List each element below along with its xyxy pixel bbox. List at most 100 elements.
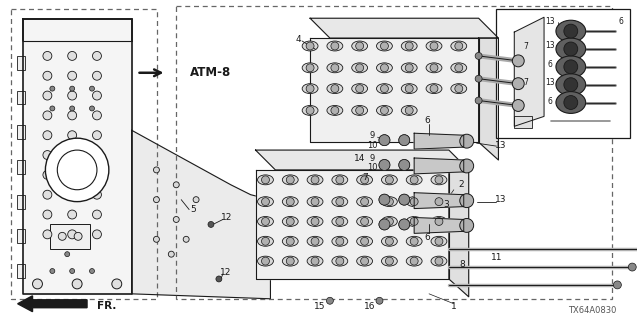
Ellipse shape xyxy=(556,56,586,78)
Ellipse shape xyxy=(401,41,417,51)
Circle shape xyxy=(475,52,482,60)
Ellipse shape xyxy=(332,217,348,227)
Circle shape xyxy=(399,219,410,230)
Ellipse shape xyxy=(406,197,422,207)
Circle shape xyxy=(306,107,314,114)
Circle shape xyxy=(380,42,388,50)
Circle shape xyxy=(154,236,159,242)
Circle shape xyxy=(564,60,578,74)
Circle shape xyxy=(65,252,70,257)
Circle shape xyxy=(410,237,418,245)
Circle shape xyxy=(68,190,77,199)
Ellipse shape xyxy=(431,217,447,227)
Ellipse shape xyxy=(307,175,323,185)
Circle shape xyxy=(336,198,344,206)
Ellipse shape xyxy=(431,175,447,185)
Ellipse shape xyxy=(556,74,586,96)
Circle shape xyxy=(356,42,364,50)
Circle shape xyxy=(460,159,474,173)
Circle shape xyxy=(455,64,463,72)
Text: 13: 13 xyxy=(545,41,555,50)
Circle shape xyxy=(564,96,578,109)
Circle shape xyxy=(356,85,364,92)
Polygon shape xyxy=(414,133,464,149)
Ellipse shape xyxy=(451,63,467,73)
Circle shape xyxy=(399,159,410,171)
Ellipse shape xyxy=(282,175,298,185)
Ellipse shape xyxy=(332,236,348,246)
Ellipse shape xyxy=(406,217,422,227)
Circle shape xyxy=(68,210,77,219)
Circle shape xyxy=(336,176,344,184)
Circle shape xyxy=(435,176,443,184)
Circle shape xyxy=(361,198,369,206)
Bar xyxy=(17,195,24,209)
Ellipse shape xyxy=(451,84,467,93)
Text: 3: 3 xyxy=(443,200,449,209)
Text: 5: 5 xyxy=(190,205,196,214)
Ellipse shape xyxy=(376,84,392,93)
Ellipse shape xyxy=(307,217,323,227)
Circle shape xyxy=(460,194,474,208)
Circle shape xyxy=(286,218,294,225)
Circle shape xyxy=(43,111,52,120)
Text: 12: 12 xyxy=(221,213,232,222)
Ellipse shape xyxy=(302,41,318,51)
Circle shape xyxy=(410,176,418,184)
Circle shape xyxy=(93,71,101,80)
Bar xyxy=(17,91,24,105)
Circle shape xyxy=(336,257,344,265)
Ellipse shape xyxy=(257,217,273,227)
Ellipse shape xyxy=(327,41,343,51)
Ellipse shape xyxy=(401,63,417,73)
Circle shape xyxy=(331,85,339,92)
Ellipse shape xyxy=(257,197,273,207)
Circle shape xyxy=(361,257,369,265)
Circle shape xyxy=(262,237,269,245)
Text: 12: 12 xyxy=(220,268,232,276)
Circle shape xyxy=(385,198,394,206)
Circle shape xyxy=(70,86,75,91)
Polygon shape xyxy=(310,18,499,38)
Circle shape xyxy=(50,106,55,111)
Circle shape xyxy=(613,281,621,289)
Circle shape xyxy=(93,91,101,100)
Circle shape xyxy=(336,237,344,245)
Circle shape xyxy=(385,237,394,245)
Circle shape xyxy=(460,219,474,232)
Circle shape xyxy=(33,279,42,289)
Circle shape xyxy=(564,42,578,56)
Circle shape xyxy=(455,42,463,50)
Circle shape xyxy=(435,257,443,265)
Ellipse shape xyxy=(302,63,318,73)
Circle shape xyxy=(183,236,189,242)
Circle shape xyxy=(262,218,269,225)
Circle shape xyxy=(331,107,339,114)
Ellipse shape xyxy=(381,236,397,246)
Ellipse shape xyxy=(406,256,422,266)
Circle shape xyxy=(399,194,410,205)
Circle shape xyxy=(93,151,101,159)
Text: 11: 11 xyxy=(491,253,502,262)
Ellipse shape xyxy=(376,63,392,73)
Circle shape xyxy=(385,257,394,265)
Circle shape xyxy=(68,52,77,60)
Circle shape xyxy=(193,197,199,203)
Polygon shape xyxy=(515,17,544,126)
Circle shape xyxy=(361,237,369,245)
Circle shape xyxy=(435,198,443,206)
Bar xyxy=(515,116,532,128)
Circle shape xyxy=(262,257,269,265)
Text: 2: 2 xyxy=(458,180,463,189)
Circle shape xyxy=(90,86,95,91)
Text: TX64A0830: TX64A0830 xyxy=(568,306,617,315)
Text: 14: 14 xyxy=(354,154,365,163)
Circle shape xyxy=(93,190,101,199)
Text: 8: 8 xyxy=(459,260,465,268)
Bar xyxy=(11,9,157,299)
Circle shape xyxy=(58,150,97,190)
Circle shape xyxy=(311,257,319,265)
Circle shape xyxy=(286,237,294,245)
Ellipse shape xyxy=(302,84,318,93)
Circle shape xyxy=(512,55,524,67)
